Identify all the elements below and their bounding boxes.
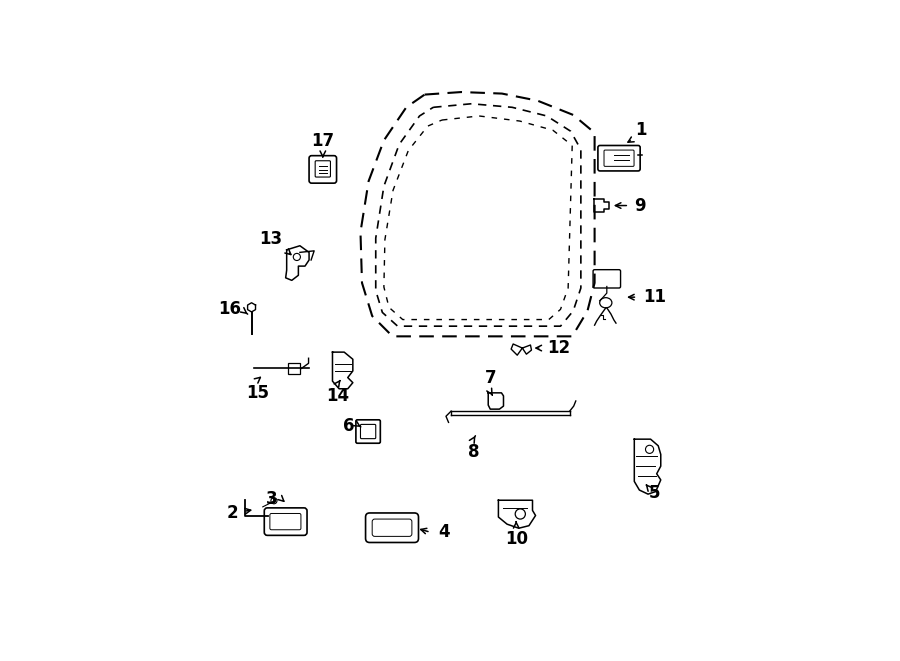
FancyBboxPatch shape <box>604 150 634 167</box>
FancyBboxPatch shape <box>365 513 418 543</box>
FancyBboxPatch shape <box>270 514 301 529</box>
Text: 1: 1 <box>635 121 647 139</box>
FancyBboxPatch shape <box>356 420 381 444</box>
Text: 16: 16 <box>219 300 241 319</box>
FancyBboxPatch shape <box>315 161 330 177</box>
Circle shape <box>293 253 301 260</box>
FancyBboxPatch shape <box>265 508 307 535</box>
Text: 12: 12 <box>547 339 570 357</box>
FancyBboxPatch shape <box>598 145 640 171</box>
FancyBboxPatch shape <box>288 363 300 374</box>
FancyBboxPatch shape <box>373 519 412 536</box>
Circle shape <box>515 509 526 519</box>
Text: 9: 9 <box>634 196 646 215</box>
Text: 5: 5 <box>649 484 660 502</box>
Circle shape <box>645 446 653 453</box>
Text: 8: 8 <box>468 444 480 461</box>
Text: 3: 3 <box>266 490 277 508</box>
Text: 15: 15 <box>247 383 269 402</box>
Circle shape <box>271 498 277 504</box>
Text: 13: 13 <box>259 230 282 249</box>
FancyBboxPatch shape <box>361 424 375 439</box>
FancyBboxPatch shape <box>309 156 337 183</box>
Text: 4: 4 <box>438 524 450 541</box>
Text: 10: 10 <box>505 529 527 548</box>
Text: 11: 11 <box>644 288 667 306</box>
FancyBboxPatch shape <box>593 270 621 288</box>
Text: 17: 17 <box>311 132 335 149</box>
Ellipse shape <box>599 297 612 308</box>
Text: 6: 6 <box>343 418 355 436</box>
Text: 14: 14 <box>327 387 349 405</box>
Text: 2: 2 <box>227 504 239 522</box>
Text: 7: 7 <box>485 369 497 387</box>
